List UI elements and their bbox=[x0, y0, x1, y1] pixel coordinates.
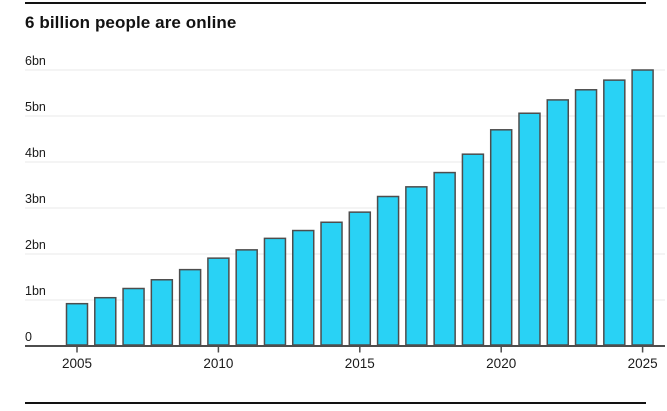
bar-2018 bbox=[433, 171, 456, 346]
chart-title: 6 billion people are online bbox=[25, 13, 237, 32]
y-axis-tick-label: 2bn bbox=[25, 238, 46, 252]
y-axis-tick-label: 3bn bbox=[25, 192, 46, 206]
bar-2015 bbox=[348, 211, 372, 346]
bar-2022 bbox=[546, 99, 570, 346]
bar-2007 bbox=[122, 287, 145, 346]
bar-2013 bbox=[291, 229, 315, 346]
bar-2019 bbox=[461, 153, 485, 346]
bar-2021 bbox=[518, 112, 541, 346]
x-axis-tick-label: 2005 bbox=[62, 356, 92, 371]
bar-2008 bbox=[150, 279, 174, 346]
x-axis-tick-label: 2025 bbox=[628, 356, 658, 371]
y-axis-tick-label: 5bn bbox=[25, 100, 46, 114]
x-axis-tick-label: 2020 bbox=[486, 356, 516, 371]
y-axis-tick-label: 0 bbox=[25, 330, 32, 344]
bar-2016 bbox=[376, 195, 400, 346]
bar-2017 bbox=[405, 186, 428, 346]
y-axis-tick-label: 6bn bbox=[25, 54, 46, 68]
bar-2020 bbox=[489, 129, 513, 346]
y-axis-tick-label: 4bn bbox=[25, 146, 46, 160]
x-axis-tick-label: 2015 bbox=[345, 356, 375, 371]
bar-2005 bbox=[65, 302, 89, 346]
bar-2023 bbox=[574, 89, 598, 346]
bar-2014 bbox=[320, 221, 343, 346]
bar-2009 bbox=[178, 268, 202, 346]
x-axis-tick-label: 2010 bbox=[203, 356, 233, 371]
bar-2025 bbox=[631, 69, 654, 346]
y-axis-tick-label: 1bn bbox=[25, 284, 46, 298]
bar-2010 bbox=[207, 257, 230, 346]
bottom-divider bbox=[25, 402, 646, 404]
bar-2006 bbox=[94, 296, 117, 346]
top-divider bbox=[25, 2, 646, 4]
bar-2012 bbox=[263, 237, 287, 346]
bar-2024 bbox=[603, 79, 626, 346]
bar-2011 bbox=[235, 249, 258, 346]
